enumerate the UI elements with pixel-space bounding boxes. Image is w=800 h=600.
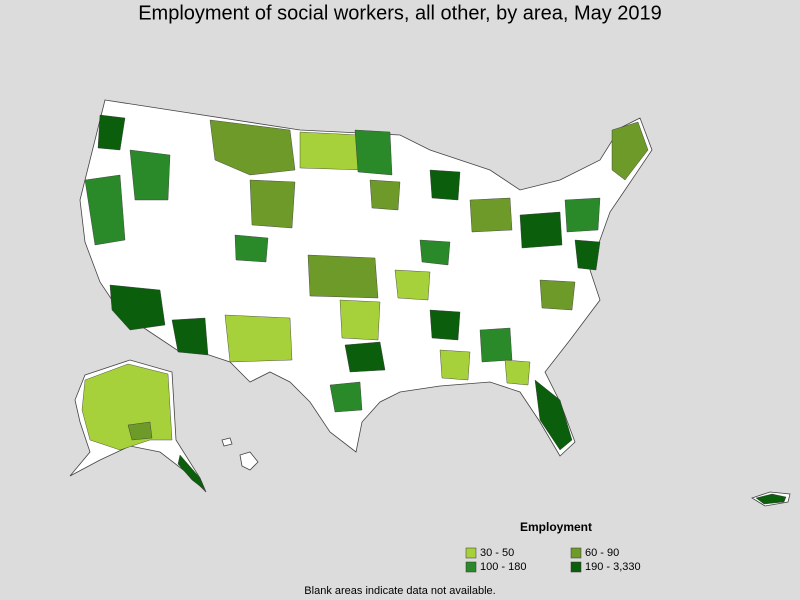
area <box>469 197 513 233</box>
area <box>479 327 513 363</box>
legend: Employment 30 - 50 60 - 90 100 - 180 190 - … <box>465 520 641 573</box>
area <box>429 309 461 341</box>
area <box>354 129 393 176</box>
map <box>69 99 791 507</box>
area <box>611 121 649 181</box>
area <box>439 349 471 381</box>
legend-label: 30 - 50 <box>480 547 514 559</box>
area <box>344 341 386 373</box>
legend-swatch <box>570 561 582 573</box>
legend-title: Employment <box>520 520 592 534</box>
area <box>171 317 209 356</box>
area <box>129 149 171 201</box>
area <box>539 279 576 311</box>
area <box>97 114 126 151</box>
area <box>127 421 153 441</box>
area <box>109 284 166 331</box>
legend-label: 60 - 90 <box>585 547 619 559</box>
area <box>419 239 451 266</box>
area <box>394 269 431 301</box>
area <box>299 131 366 171</box>
hawaii <box>239 451 259 471</box>
area <box>234 234 269 263</box>
area <box>504 359 531 386</box>
area <box>209 119 296 176</box>
legend-label: 190 - 3,330 <box>585 561 641 573</box>
legend-swatch <box>465 561 477 573</box>
map-title: Employment of social workers, all other,… <box>138 2 662 24</box>
area <box>329 381 363 413</box>
legend-swatch <box>570 547 582 559</box>
areas <box>81 114 787 505</box>
area <box>429 169 461 201</box>
area <box>224 314 293 363</box>
area <box>534 379 573 451</box>
area <box>574 239 601 271</box>
area <box>564 197 601 233</box>
area <box>519 211 563 249</box>
area <box>307 254 379 299</box>
legend-label: 100 - 180 <box>480 561 526 573</box>
area <box>84 174 126 246</box>
area <box>249 179 296 229</box>
area <box>369 179 401 211</box>
legend-swatch <box>465 547 477 559</box>
area <box>177 454 206 491</box>
area <box>81 363 173 451</box>
area <box>755 493 787 505</box>
hawaii-islands <box>221 437 233 447</box>
area <box>339 299 381 341</box>
footnote: Blank areas indicate data not available. <box>304 585 495 597</box>
